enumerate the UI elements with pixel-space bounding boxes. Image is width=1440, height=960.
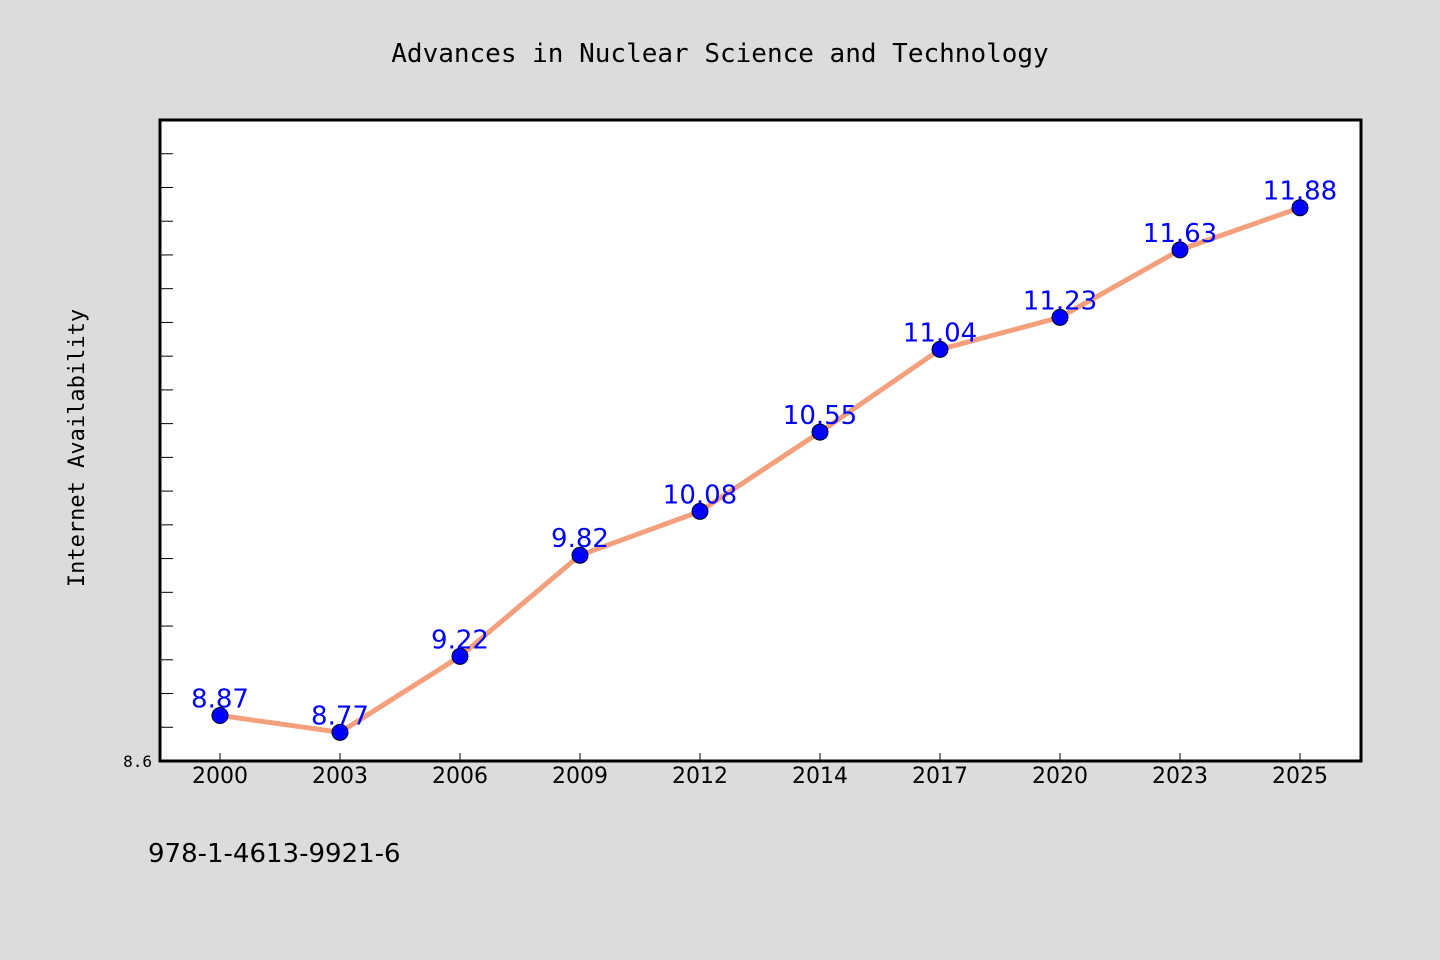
data-label: 11.23 bbox=[1023, 286, 1097, 316]
data-point bbox=[1291, 199, 1309, 217]
data-point bbox=[931, 340, 949, 358]
data-label: 8.87 bbox=[191, 684, 249, 714]
data-label: 9.82 bbox=[551, 524, 609, 554]
series-line bbox=[217, 205, 1303, 735]
y-axis-ticks: 8.6 bbox=[123, 153, 173, 771]
x-tick-label: 2003 bbox=[312, 764, 368, 789]
x-tick-label: 2017 bbox=[912, 764, 968, 789]
data-point bbox=[811, 423, 829, 441]
data-label: 8.77 bbox=[311, 701, 369, 731]
data-label: 11.88 bbox=[1263, 177, 1337, 207]
data-label: 11.63 bbox=[1143, 219, 1217, 249]
data-label: 10.55 bbox=[783, 401, 857, 431]
x-tick-label: 2000 bbox=[192, 764, 248, 789]
x-tick-label: 2006 bbox=[432, 764, 488, 789]
data-point bbox=[331, 723, 349, 741]
data-label: 10.08 bbox=[663, 480, 737, 510]
plot-area bbox=[158, 118, 1363, 763]
footer-text: 978-1-4613-9921-6 bbox=[148, 839, 401, 869]
x-tick-label: 2014 bbox=[792, 764, 848, 789]
series-group bbox=[211, 199, 1309, 741]
data-label: 11.04 bbox=[903, 318, 977, 348]
data-point bbox=[1051, 308, 1069, 326]
y-tick-label: 8.6 bbox=[123, 752, 152, 771]
chart-title: Advances in Nuclear Science and Technolo… bbox=[391, 39, 1048, 69]
y-axis-label: Internet Availability bbox=[65, 309, 90, 587]
x-tick-label: 2025 bbox=[1272, 764, 1328, 789]
data-labels-group: 8.87 8.77 9.22 9.82 10.08 10.55 11.04 11.23 11.6… bbox=[191, 177, 1337, 732]
x-tick-label: 2023 bbox=[1152, 764, 1208, 789]
data-point bbox=[451, 647, 469, 665]
data-point bbox=[211, 706, 229, 724]
x-tick-label: 2012 bbox=[672, 764, 728, 789]
data-label: 9.22 bbox=[431, 625, 489, 655]
x-axis-ticks: 2000 2003 2006 2009 2012 2014 2017 2020 2023 2025 bbox=[192, 753, 1328, 789]
data-point bbox=[691, 502, 709, 520]
data-point bbox=[1171, 241, 1189, 259]
x-tick-label: 2020 bbox=[1032, 764, 1088, 789]
x-tick-label: 2009 bbox=[552, 764, 608, 789]
data-point bbox=[571, 546, 589, 564]
